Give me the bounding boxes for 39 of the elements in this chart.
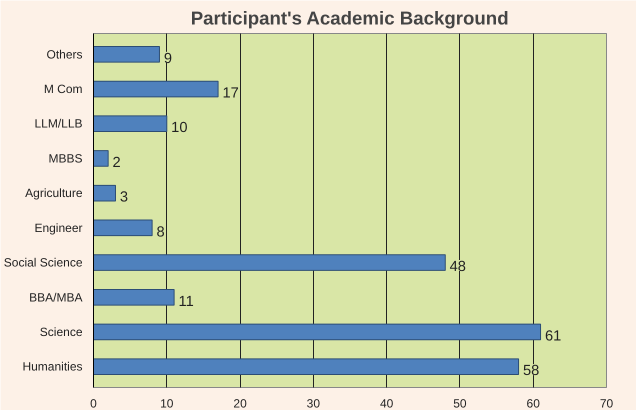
y-tick-label: MBBS <box>48 151 83 166</box>
bar <box>94 150 109 167</box>
x-tick-label: 60 <box>526 396 540 410</box>
chart-title: Participant's Academic Background <box>190 8 509 28</box>
y-tick-label: LLM/LLB <box>34 116 82 131</box>
data-label: 58 <box>522 363 540 380</box>
data-label: 3 <box>120 190 128 206</box>
y-tick-label: Humanities <box>22 360 83 374</box>
bar <box>94 184 116 202</box>
bar <box>94 80 219 98</box>
y-tick-label: BBA/MBA <box>29 290 83 304</box>
x-tick-label: 0 <box>90 396 98 410</box>
bar <box>94 358 520 375</box>
y-tick-label: Others <box>46 47 83 62</box>
data-label: 9 <box>164 50 172 67</box>
y-tick-label: Social Science <box>4 256 83 270</box>
y-tick-label: Science <box>40 324 83 339</box>
bar <box>94 46 160 63</box>
x-tick-label: 30 <box>306 396 320 410</box>
data-label: 8 <box>156 224 165 240</box>
data-label: 2 <box>112 154 121 171</box>
bar <box>94 220 153 236</box>
x-tick-label: 70 <box>600 396 614 410</box>
bar <box>94 115 168 132</box>
bar <box>94 288 175 306</box>
x-tick-label: 10 <box>160 396 174 410</box>
bar <box>94 324 542 340</box>
data-label: 11 <box>178 294 194 310</box>
x-tick-label: 40 <box>380 396 394 410</box>
x-tick-label: 50 <box>453 396 467 410</box>
y-tick-label: M Com <box>44 82 83 96</box>
y-tick-label: Engineer <box>34 220 83 235</box>
bar <box>94 254 446 271</box>
x-tick-label: 20 <box>233 396 248 410</box>
y-tick-label: Agriculture <box>25 186 83 200</box>
data-label: 10 <box>171 120 188 136</box>
data-label: 61 <box>544 328 562 344</box>
data-label: 17 <box>222 86 239 102</box>
data-label: 48 <box>450 259 466 276</box>
